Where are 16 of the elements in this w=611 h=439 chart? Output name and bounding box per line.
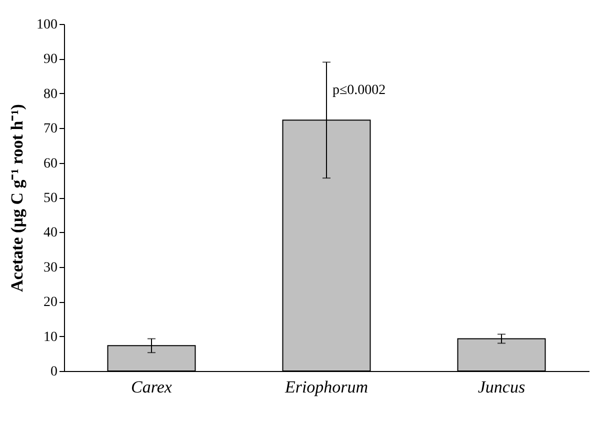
y-tick-label: 70 [44, 122, 58, 137]
y-tick-label: 0 [50, 364, 58, 380]
y-tick-label: 10 [44, 330, 58, 345]
annotation: p≤0.0002 [332, 82, 386, 98]
y-tick-label: 20 [44, 295, 58, 310]
y-tick-label: 80 [44, 86, 58, 102]
y-tick-label: 30 [44, 260, 58, 276]
x-tick-label: Carex [131, 378, 172, 396]
y-axis-title: Acetate (µg C g⁻¹ root h⁻¹) [8, 104, 26, 292]
y-tick-label: 60 [44, 156, 58, 172]
x-tick-label: Eriophorum [284, 378, 368, 396]
x-tick-label: Juncus [478, 378, 526, 396]
y-tick-label: 40 [44, 226, 58, 241]
y-tick-label: 90 [44, 52, 58, 68]
y-tick-label: 100 [36, 18, 58, 32]
y-tick-label: 50 [44, 191, 58, 206]
